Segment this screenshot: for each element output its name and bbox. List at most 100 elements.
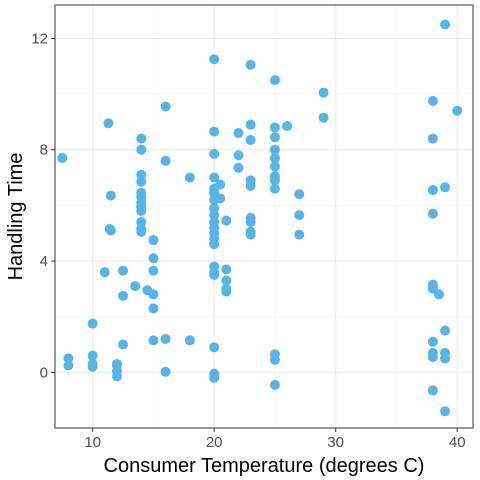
data-point (111, 371, 122, 382)
data-point (427, 352, 438, 363)
data-point (103, 118, 114, 129)
data-point (118, 290, 129, 301)
data-point (427, 185, 438, 196)
data-point (245, 217, 256, 228)
data-point (209, 54, 220, 65)
data-point (209, 210, 220, 221)
data-point (221, 286, 232, 297)
data-point (105, 225, 116, 236)
data-point (209, 239, 220, 250)
data-point (105, 190, 116, 201)
y-tick-label: 4 (40, 253, 48, 270)
data-point (148, 235, 159, 246)
data-point (440, 325, 451, 336)
data-point (136, 133, 147, 144)
data-point (184, 335, 195, 346)
data-point (233, 128, 244, 139)
x-tick-label: 30 (327, 434, 344, 451)
data-point (87, 361, 98, 372)
data-point (245, 180, 256, 191)
data-point (427, 133, 438, 144)
data-point (427, 96, 438, 107)
data-point (215, 179, 226, 190)
data-point (282, 121, 293, 132)
data-point (130, 281, 141, 292)
data-point (269, 161, 280, 172)
data-point (63, 360, 74, 371)
data-point (136, 217, 147, 228)
x-axis-ticks: 10 20 30 40 (84, 428, 466, 451)
data-point (440, 19, 451, 30)
data-point (148, 335, 159, 346)
data-point (269, 183, 280, 194)
data-point (221, 264, 232, 275)
data-point (245, 229, 256, 240)
data-point (427, 385, 438, 396)
data-point (160, 101, 171, 112)
data-points (57, 19, 463, 417)
data-point (269, 379, 280, 390)
panel-border (54, 4, 474, 429)
data-point (318, 112, 329, 123)
data-point (233, 150, 244, 161)
data-point (209, 372, 220, 383)
data-point (269, 153, 280, 164)
data-point (245, 59, 256, 70)
data-point (184, 172, 195, 183)
x-tick-label: 40 (449, 434, 466, 451)
plot-panel (55, 5, 473, 428)
data-point (440, 182, 451, 193)
data-point (294, 189, 305, 200)
data-point (215, 193, 226, 204)
data-point (148, 265, 159, 276)
data-point (245, 119, 256, 130)
data-point (221, 215, 232, 226)
data-point (433, 289, 444, 300)
data-point (440, 353, 451, 364)
data-point (160, 155, 171, 166)
data-point (136, 144, 147, 155)
data-point (148, 253, 159, 264)
data-point (427, 208, 438, 219)
data-point (160, 366, 171, 377)
data-point (269, 144, 280, 155)
y-tick-label: 0 (40, 364, 48, 381)
data-point (63, 353, 74, 364)
y-axis-ticks: 0 4 8 12 (31, 30, 55, 381)
data-point (87, 318, 98, 329)
data-point (233, 162, 244, 173)
data-point (209, 148, 220, 159)
data-point (87, 350, 98, 361)
data-point (118, 265, 129, 276)
data-point (57, 153, 68, 164)
data-point (209, 126, 220, 137)
data-point (209, 203, 220, 214)
data-point (136, 176, 147, 187)
data-point (427, 336, 438, 347)
data-point (269, 122, 280, 133)
data-point (136, 226, 147, 237)
x-tick-label: 10 (84, 434, 101, 451)
data-point (245, 134, 256, 145)
data-point (209, 342, 220, 353)
data-point (269, 75, 280, 86)
y-tick-label: 8 (40, 142, 48, 159)
data-point (136, 205, 147, 216)
data-point (440, 406, 451, 417)
data-point (209, 269, 220, 280)
y-axis-title: Handling Time (5, 153, 27, 281)
data-point (209, 172, 220, 183)
data-point (269, 175, 280, 186)
data-point (99, 267, 110, 278)
data-point (221, 275, 232, 286)
data-point (160, 333, 171, 344)
x-tick-label: 20 (206, 434, 223, 451)
data-point (269, 354, 280, 365)
data-point (118, 339, 129, 350)
data-point (269, 132, 280, 143)
data-point (136, 169, 147, 180)
data-point (318, 87, 329, 98)
y-tick-label: 12 (31, 30, 48, 47)
data-point (452, 105, 463, 116)
